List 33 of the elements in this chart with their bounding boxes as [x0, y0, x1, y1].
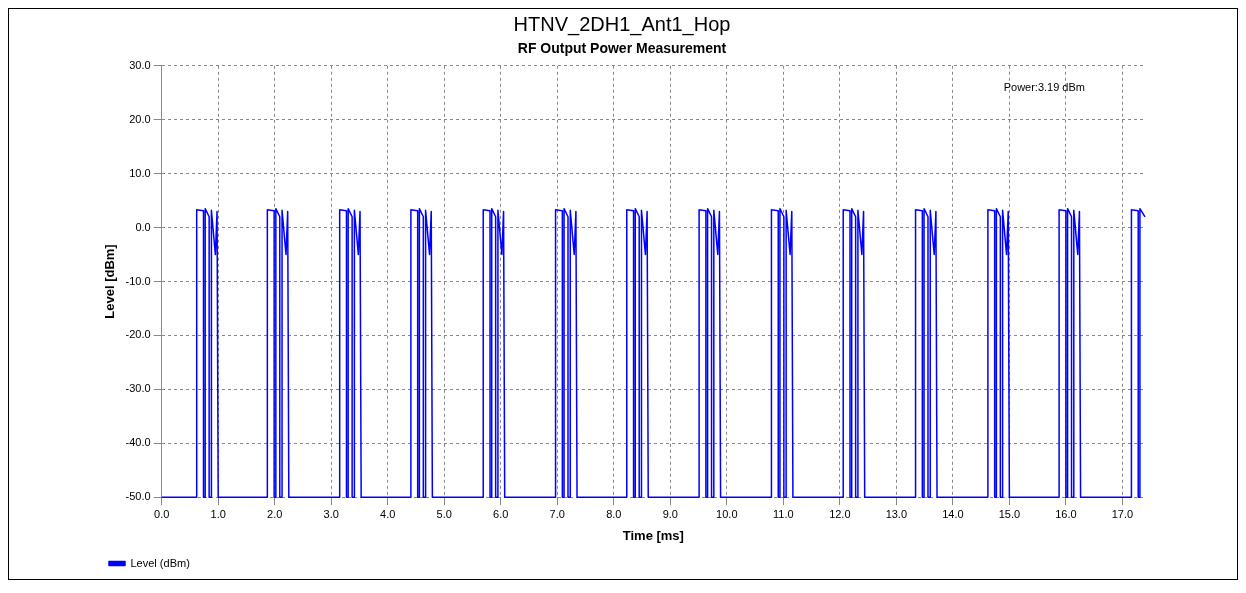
y-axis-title: Level [dBm] — [102, 244, 118, 319]
x-tick-label: 11.0 — [773, 507, 794, 520]
y-tick-label: 0.0 — [135, 220, 151, 233]
x-tick-label: 2.0 — [267, 507, 283, 520]
x-tick-label: 16.0 — [1055, 507, 1077, 520]
x-tick-label: 8.0 — [606, 507, 622, 520]
x-tick-label: 15.0 — [998, 507, 1021, 520]
y-tick-label: 30.0 — [129, 58, 151, 71]
x-tick-label: 5.0 — [436, 507, 452, 520]
x-tick-label: 3.0 — [323, 507, 339, 520]
x-tick-label: 4.0 — [380, 507, 396, 520]
x-tick-label: 9.0 — [662, 507, 678, 520]
y-tick-label: -10.0 — [125, 274, 151, 287]
x-tick-label: 1.0 — [210, 507, 226, 520]
y-tick-label: -40.0 — [125, 436, 151, 449]
x-tick-label: 13.0 — [885, 507, 908, 520]
x-tick-label: 17.0 — [1111, 507, 1134, 520]
x-axis-title: Time [ms] — [622, 527, 684, 543]
annotation: Power:3.19 dBm — [1003, 80, 1085, 93]
x-tick-label: 6.0 — [493, 507, 509, 520]
x-tick-label: 10.0 — [716, 507, 738, 520]
y-tick-label: -50.0 — [125, 490, 151, 503]
chart-subtitle: RF Output Power Measurement — [517, 40, 727, 57]
x-tick-label: 0.0 — [154, 507, 170, 520]
x-tick-label: 12.0 — [829, 507, 851, 520]
x-tick-label: 14.0 — [942, 507, 964, 520]
chart-title: HTNV_2DH1_Ant1_Hop — [513, 12, 731, 36]
x-tick-label: 7.0 — [549, 507, 565, 520]
legend-label: Level (dBm) — [130, 556, 190, 569]
y-tick-label: 20.0 — [129, 112, 151, 125]
y-tick-label: -20.0 — [125, 328, 151, 341]
y-tick-label: 10.0 — [129, 166, 151, 179]
y-tick-label: -30.0 — [125, 382, 151, 395]
